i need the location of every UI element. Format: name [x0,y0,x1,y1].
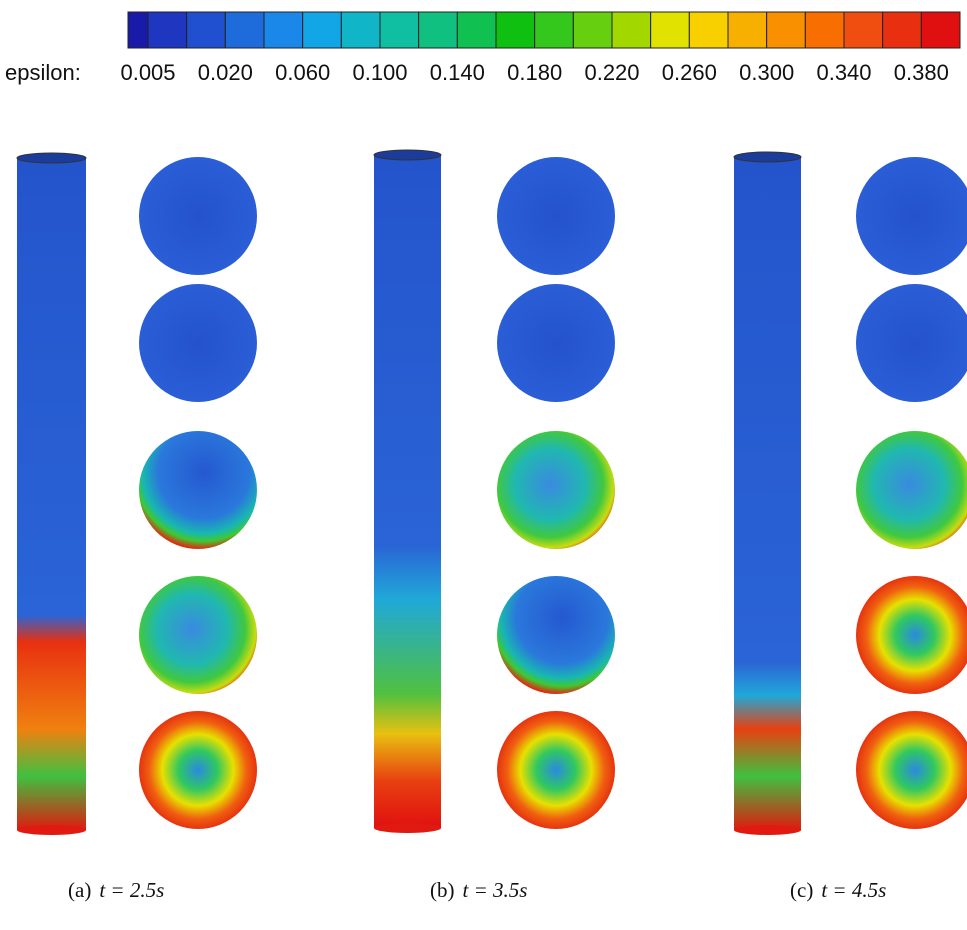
cross-section [856,431,967,549]
colorbar-swatch [612,12,651,48]
caption-math: t = 3.5s [463,878,528,902]
caption-math: t = 4.5s [821,878,886,902]
cross-section [856,576,967,694]
cross-section [497,157,615,275]
tube-bottom [17,825,86,835]
colorbar-swatch [341,12,380,48]
tube-bottom [734,825,801,835]
tube-top [734,152,801,162]
colorbar-tick-label: 0.100 [352,60,407,85]
cross-section [497,284,615,402]
colorbar-swatch [651,12,690,48]
colorbar-swatch [187,12,226,48]
colorbar-swatch [457,12,496,48]
panel: (b) t = 3.5s [374,150,615,902]
colorbar-tick-label: 0.005 [120,60,175,85]
colorbar-tick-label: 0.140 [430,60,485,85]
colorbar-tick-label: 0.380 [894,60,949,85]
colorbar-tick-label: 0.020 [198,60,253,85]
cross-section [139,284,257,402]
colorbar [128,12,960,48]
caption-label: (a) [68,878,91,902]
colorbar-swatch [303,12,342,48]
colorbar-tick-label: 0.300 [739,60,794,85]
tube [734,157,801,830]
cross-section [139,431,257,549]
cross-section [497,431,615,549]
colorbar-swatch [380,12,419,48]
colorbar-swatch [883,12,922,48]
colorbar-swatch [805,12,844,48]
cross-section [497,576,615,694]
figure: epsilon: (a) t = 2.5s (b) t = 3.5s (c) t = 4.… [0,0,967,930]
colorbar-swatch [225,12,264,48]
cross-section [856,711,967,829]
cross-section [139,576,257,694]
page: {"figure": { "colorbar": { "label": "eps… [0,0,967,930]
colorbar-tick-label: 0.220 [584,60,639,85]
cross-section [139,711,257,829]
colorbar-swatch [264,12,303,48]
colorbar-swatch [128,12,148,48]
caption: (b) t = 3.5s [430,878,527,902]
colorbar-swatch [573,12,612,48]
cross-section [139,157,257,275]
colorbar-swatch [844,12,883,48]
panel: (c) t = 4.5s [734,152,967,902]
cross-section [856,284,967,402]
colorbar-swatch [767,12,806,48]
colorbar-tick-label: 0.340 [816,60,871,85]
colorbar-swatch [148,12,187,48]
colorbar-tick-label: 0.260 [662,60,717,85]
colorbar-label: epsilon: [5,60,81,85]
colorbar-swatch [728,12,767,48]
colorbar-swatch [496,12,535,48]
caption-label: (b) [430,878,455,902]
caption-math: t = 2.5s [99,878,164,902]
colorbar-swatch [419,12,458,48]
caption: (c) t = 4.5s [790,878,886,902]
tube-top [374,150,441,160]
tube [17,158,86,830]
panels: (a) t = 2.5s (b) t = 3.5s (c) t = 4.5s [17,150,967,902]
cross-section [497,711,615,829]
colorbar-swatch [921,12,960,48]
caption-label: (c) [790,878,813,902]
colorbar-tick-label: 0.180 [507,60,562,85]
colorbar-tick-label: 0.060 [275,60,330,85]
panel: (a) t = 2.5s [17,153,257,902]
tube-bottom [374,823,441,833]
colorbar-swatch [535,12,574,48]
cross-section [856,157,967,275]
colorbar-swatch [689,12,728,48]
tube-top [17,153,86,163]
tube [374,155,441,828]
caption: (a) t = 2.5s [68,878,164,902]
